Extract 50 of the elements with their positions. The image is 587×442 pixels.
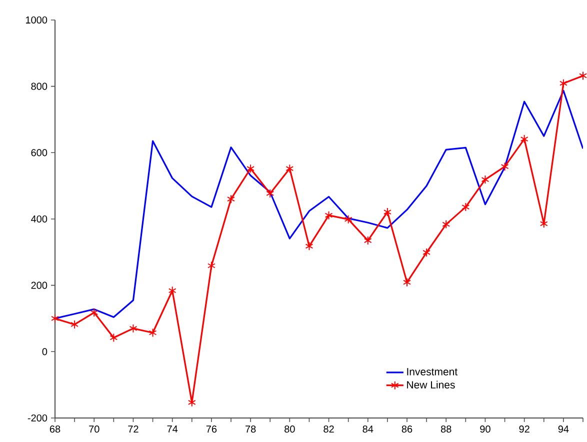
legend-label: New Lines (407, 380, 455, 389)
y-tick-label: 1000 (26, 16, 48, 24)
point (266, 188, 274, 198)
y-tick-label: 0 (42, 348, 48, 356)
x-tick-label: 74 (167, 426, 178, 432)
point (70, 320, 79, 329)
point (442, 220, 450, 229)
x-tick-label: 70 (89, 426, 100, 433)
point (168, 286, 176, 296)
point (286, 164, 294, 174)
point (246, 164, 255, 174)
y-tick-label: -200 (28, 414, 48, 422)
x-tick-label: 86 (402, 426, 412, 433)
x-tick-label: 82 (324, 426, 334, 433)
point (207, 261, 216, 270)
x-tick-label: 84 (362, 426, 374, 433)
point (383, 208, 392, 217)
point (500, 162, 509, 172)
point (148, 328, 157, 338)
point (403, 278, 411, 287)
x-tick-label: 80 (284, 426, 295, 433)
point (110, 333, 118, 342)
point (324, 210, 333, 220)
x-tick-label: 68 (50, 426, 60, 433)
point (481, 175, 490, 184)
x-tick-label: 76 (206, 426, 217, 433)
legend-label: Investment (407, 368, 458, 376)
point (579, 71, 587, 80)
point (364, 236, 372, 246)
y-tick-label: 800 (31, 82, 48, 90)
point (559, 78, 568, 88)
line-series (55, 90, 583, 320)
x-tick-label: 90 (480, 426, 490, 433)
point (344, 214, 352, 224)
x-tick-label: 88 (440, 426, 452, 433)
y-tick-label: 400 (31, 215, 48, 223)
point (422, 248, 431, 257)
y-tick-label: 600 (31, 149, 48, 156)
point (51, 314, 59, 323)
x-tick-label: 94 (558, 426, 569, 433)
point (305, 242, 314, 251)
point (462, 202, 470, 212)
x-tick-label: 72 (128, 426, 138, 432)
x-tick-label: 92 (519, 426, 530, 433)
point (90, 308, 98, 318)
y-tick-label: 200 (31, 282, 48, 289)
point (129, 324, 138, 333)
point (227, 194, 235, 204)
point (520, 134, 528, 144)
x-tick-label: 78 (246, 426, 256, 433)
